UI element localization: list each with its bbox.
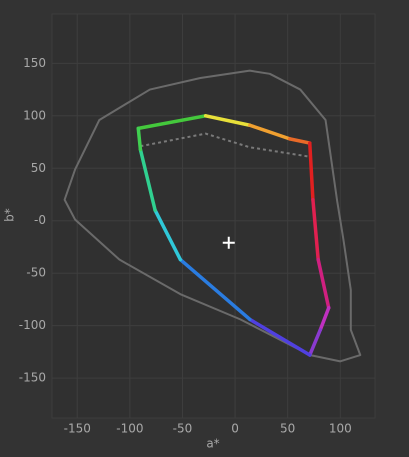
gamut-segment (248, 123, 292, 141)
y-tick-label: 100 (23, 108, 46, 122)
gamut-segment (203, 114, 252, 127)
y-tick-label: -150 (19, 371, 46, 385)
plot-area (51, 13, 376, 419)
y-tick-label: -50 (26, 266, 46, 280)
y-axis-label: b* (3, 208, 17, 222)
gamut-segment (248, 317, 312, 357)
y-tick-label: -0 (34, 213, 46, 227)
gamut-segment (138, 147, 157, 212)
x-tick-label: 100 (329, 422, 352, 436)
x-axis-label: a* (206, 437, 219, 451)
x-tick-label: -50 (173, 422, 193, 436)
x-tick-label: 50 (280, 422, 295, 436)
y-tick-label: 50 (31, 161, 46, 175)
gamut-segment (316, 257, 331, 310)
x-tick-label: -100 (116, 422, 143, 436)
gamut-segment (136, 126, 143, 152)
y-tick-label: -100 (19, 318, 46, 332)
gamut-segment (308, 141, 315, 202)
gamut-segment (153, 208, 183, 262)
x-tick-label: -150 (64, 422, 91, 436)
gamut-segment (136, 114, 208, 131)
x-tick-label: 0 (231, 422, 239, 436)
gamut-segment (308, 328, 323, 357)
center-marker (222, 236, 235, 249)
gamut-segment (178, 257, 252, 322)
gamut-segment (318, 306, 331, 332)
gamut-segment (288, 137, 312, 145)
y-tick-label: 150 (23, 56, 46, 70)
gamut-segment (311, 197, 320, 262)
